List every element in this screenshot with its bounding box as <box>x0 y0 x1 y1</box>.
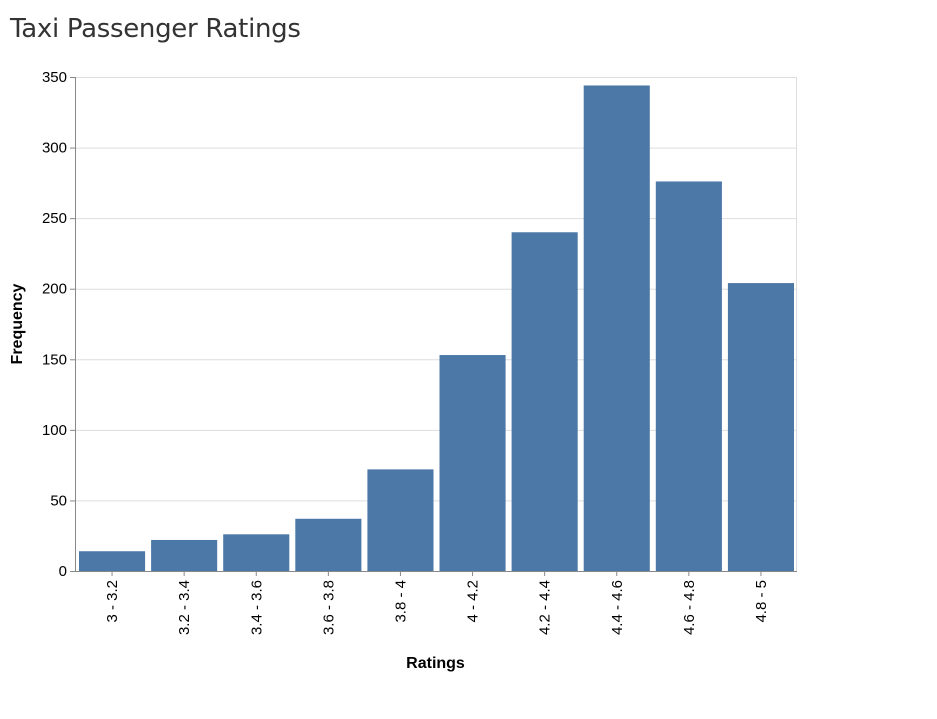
page-title: Taxi Passenger Ratings <box>10 14 301 44</box>
bar <box>223 534 290 571</box>
bar <box>439 355 506 571</box>
axes <box>75 77 797 572</box>
y-tick-label: 250 <box>42 210 67 227</box>
x-tick-label: 4.2 - 4.4 <box>537 580 554 635</box>
y-tick-label: 100 <box>42 422 67 439</box>
x-tick-label: 4.4 - 4.6 <box>609 580 626 635</box>
bar <box>583 85 650 572</box>
y-tick-label: 150 <box>42 351 67 368</box>
x-axis-ticks: 3 - 3.2 3.2 - 3.4 3.4 - 3.6 3.6 - 3.8 3.8 - … <box>104 571 770 635</box>
y-tick-label: 300 <box>42 140 67 157</box>
x-axis-title: Ratings <box>406 655 465 672</box>
x-tick-label: 3.6 - 3.8 <box>320 580 337 635</box>
bar <box>511 232 578 571</box>
bar <box>79 551 146 571</box>
bars <box>79 85 794 572</box>
bar <box>295 518 362 571</box>
y-tick-label: 200 <box>42 281 67 298</box>
y-axis-title: Frequency <box>9 283 26 364</box>
y-tick-label: 50 <box>50 492 67 509</box>
bar <box>367 469 434 571</box>
x-tick-label: 3.8 - 4 <box>392 580 409 623</box>
bar <box>727 283 794 571</box>
x-tick-label: 4.6 - 4.8 <box>681 580 698 635</box>
bar <box>151 539 218 571</box>
y-tick-label: 0 <box>59 563 67 580</box>
x-tick-label: 3.4 - 3.6 <box>248 580 265 635</box>
bar <box>655 181 722 571</box>
x-tick-label: 4.8 - 5 <box>753 580 770 623</box>
x-tick-label: 3 - 3.2 <box>104 580 121 623</box>
y-tick-label: 350 <box>42 69 67 86</box>
y-axis-ticks: 0 50 100 150 200 250 300 350 <box>42 69 75 580</box>
x-tick-label: 4 - 4.2 <box>465 580 482 623</box>
x-tick-label: 3.2 - 3.4 <box>176 580 193 635</box>
